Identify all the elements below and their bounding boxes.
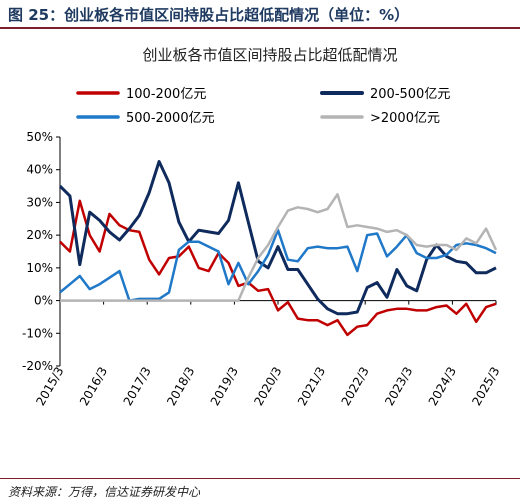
x-tick-label: 2023/3 <box>382 365 415 409</box>
x-tick-label: 2025/3 <box>469 365 502 409</box>
x-tick-label: 2022/3 <box>339 365 372 409</box>
x-tick-label: 2016/3 <box>77 365 110 409</box>
plot-area: -20%-10%0%10%20%30%40%50%2015/3 2016/3 201… <box>22 130 503 408</box>
y-tick-label: 20% <box>26 228 53 242</box>
series-line <box>59 228 497 302</box>
series-line <box>59 199 497 337</box>
y-tick-label: 30% <box>26 195 53 209</box>
legend-label: >2000亿元 <box>370 111 440 126</box>
y-tick-label: -10% <box>22 326 53 340</box>
y-tick-label: 50% <box>26 130 53 144</box>
figure-title: 图 25：创业板各市值区间持股占比超低配情况（单位：%） <box>8 6 410 24</box>
title-divider <box>0 27 520 29</box>
chart-title: 创业板各市值区间持股占比超低配情况 <box>142 46 397 64</box>
legend-label: 200-500亿元 <box>370 87 450 102</box>
chart-legend: 100-200亿元 200-500亿元 500-2000亿元 >2000亿元 <box>76 87 450 126</box>
series-line <box>58 160 497 316</box>
y-tick-label: 0% <box>34 294 53 308</box>
x-tick-label: 2020/3 <box>251 365 284 409</box>
y-tick-label: 10% <box>26 261 53 275</box>
x-tick-label: 2018/3 <box>164 365 197 409</box>
legend-label: 500-2000亿元 <box>126 111 215 126</box>
source-note: 资料来源：万得，信达证券研发中心 <box>8 485 201 499</box>
y-tick-label: -20% <box>22 359 53 373</box>
series-line <box>60 193 498 302</box>
x-tick-label: 2021/3 <box>295 365 328 409</box>
line-chart: 创业板各市值区间持股占比超低配情况 100-200亿元 200-500亿元 500-… <box>22 46 503 408</box>
y-tick-label: 40% <box>26 163 53 177</box>
x-tick-label: 2017/3 <box>121 365 154 409</box>
legend-label: 100-200亿元 <box>126 87 206 102</box>
x-tick-label: 2024/3 <box>426 365 459 409</box>
x-tick-label: 2019/3 <box>208 365 241 409</box>
source-divider <box>0 478 520 479</box>
